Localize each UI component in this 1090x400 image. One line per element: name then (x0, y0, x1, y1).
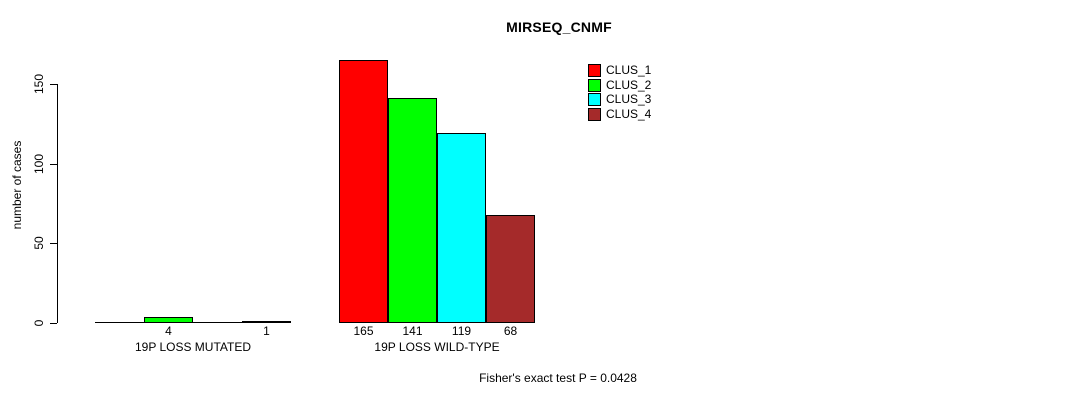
legend-item: CLUS_2 (588, 77, 652, 92)
bar-value-label: 165 (353, 324, 374, 338)
bar-value-label: 4 (165, 324, 172, 338)
legend-item: CLUS_4 (588, 106, 652, 121)
legend-swatch (588, 93, 601, 107)
legend-item: CLUS_3 (588, 92, 652, 107)
legend-item: CLUS_1 (588, 64, 651, 77)
y-axis-tick (50, 164, 57, 165)
group-label: 19P LOSS WILD-TYPE (374, 340, 500, 354)
y-axis-tick (50, 84, 57, 85)
legend-label: CLUS_4 (606, 106, 652, 121)
y-axis-line (57, 84, 58, 323)
y-axis-tick (50, 243, 57, 244)
bar-value-label: 68 (503, 324, 518, 338)
bar-clus_2 (388, 98, 437, 323)
legend-swatch (588, 78, 601, 92)
group-baseline (95, 322, 291, 323)
bar-clus_4 (486, 215, 535, 323)
chart-title: MIRSEQ_CNMF (506, 19, 612, 35)
legend-swatch (588, 107, 601, 121)
bar-value-label: 141 (402, 324, 423, 338)
bar-clus_4 (242, 321, 291, 323)
bar-clus_3 (437, 133, 486, 323)
bar-value-label: 1 (263, 324, 270, 338)
y-tick-label: 100 (32, 153, 46, 175)
y-axis-tick (50, 323, 57, 324)
y-tick-label: 50 (32, 236, 46, 250)
bar-clus_2 (144, 317, 193, 323)
annotation-text: Fisher's exact test P = 0.0428 (479, 371, 637, 385)
legend-swatch (588, 64, 601, 77)
legend-label: CLUS_2 (606, 77, 652, 92)
y-tick-label: 150 (32, 73, 46, 95)
bar-value-label: 119 (451, 324, 472, 338)
group-label: 19P LOSS MUTATED (134, 340, 252, 354)
y-axis-label: number of cases (10, 140, 24, 230)
legend-label: CLUS_3 (606, 92, 652, 107)
y-tick-label: 0 (32, 319, 46, 327)
bar-clus_1 (339, 60, 388, 323)
legend-label: CLUS_1 (606, 63, 652, 77)
